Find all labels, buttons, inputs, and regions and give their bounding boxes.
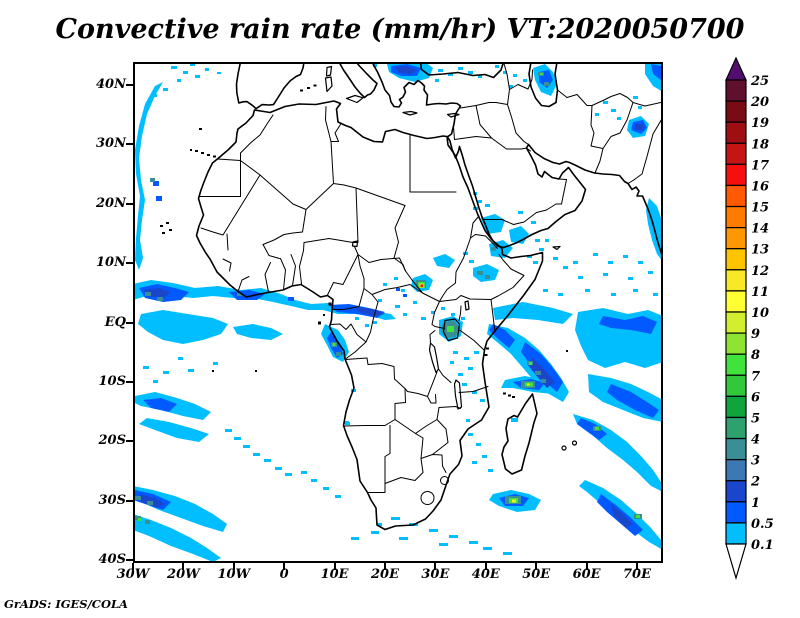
corsica-island: [325, 65, 333, 77]
sicily-island: [345, 94, 364, 104]
colorbar-label-12: 12: [751, 264, 769, 279]
colorbar-svg: 25 20 19 18 17 16 15 14 13 12 11 10 9 8 7 6 5 4 3 2 1 0.5 0.1: [725, 56, 774, 581]
balkans-asia-coastline: [371, 62, 663, 260]
cyprus-island: [446, 112, 460, 118]
lat-label-40N: 40N: [96, 77, 126, 92]
colorbar-label-11: 11: [751, 285, 769, 300]
eswatini-border: [440, 476, 449, 485]
colorbar-label-5: 5: [751, 411, 760, 426]
lon-tick: [232, 563, 235, 570]
lon-tick: [434, 563, 437, 570]
grads-credit: GrADS: IGES/COLA: [4, 597, 128, 611]
italy-coastline: [338, 62, 378, 99]
lat-tick: [126, 559, 133, 562]
colorbar-label-13: 13: [751, 243, 769, 258]
lake-tanganyika: [428, 342, 440, 374]
lon-label-20W: 20W: [167, 567, 200, 582]
lake-victoria: [442, 318, 461, 342]
lat-label-10N: 10N: [96, 255, 126, 271]
lon-tick: [535, 563, 538, 570]
colorbar-label-9: 9: [751, 327, 760, 342]
lon-label-0: 0: [279, 567, 289, 582]
colorbar-label-0.5: 0.5: [751, 517, 774, 532]
lat-label-30S: 30S: [98, 492, 126, 508]
lon-label-50E: 50E: [522, 567, 551, 582]
lake-turkana: [464, 300, 470, 311]
mauritius-island: [571, 440, 578, 446]
colorbar-label-20: 20: [750, 95, 769, 110]
colorbar-label-1: 1: [751, 496, 760, 511]
lat-tick: [126, 440, 133, 443]
colorbar-label-8: 8: [751, 348, 760, 363]
islands: [324, 65, 578, 451]
caspian-sea-coastline: [528, 62, 559, 108]
colorbar-label-25: 25: [750, 74, 769, 89]
colorbar-label-2: 2: [750, 475, 760, 490]
sardinia-island: [324, 76, 333, 93]
iberia-coastline: [235, 62, 305, 110]
madagascar-coastline: [501, 393, 538, 475]
precip-layer-red: [420, 284, 423, 287]
colorbar-label-4: 4: [751, 433, 760, 448]
colorbar-label-6: 6: [751, 390, 760, 405]
colorbar-label-19: 19: [751, 116, 769, 131]
lat-tick: [126, 499, 133, 502]
lon-label-40E: 40E: [471, 567, 500, 582]
lat-tick: [126, 262, 133, 265]
africa-coastline: [195, 100, 544, 531]
plot-title: Convective rain rate (mm/hr) VT:20200507…: [55, 14, 745, 45]
africa-precipitation-map: [133, 62, 663, 562]
reunion-island: [561, 445, 567, 451]
colorbar-label-16: 16: [751, 179, 769, 194]
lon-tick: [132, 563, 134, 570]
country-borders: [198, 62, 663, 505]
lon-tick: [333, 563, 336, 570]
colorbar-label-18: 18: [751, 137, 769, 152]
lon-label-70E: 70E: [623, 567, 651, 582]
socotra-island: [552, 245, 561, 251]
lon-label-10W: 10W: [217, 567, 251, 582]
lat-label-20S: 20S: [98, 433, 126, 449]
lon-label-60E: 60E: [572, 567, 601, 582]
lat-tick: [126, 143, 133, 146]
lat-tick: [126, 202, 133, 205]
lon-tick: [636, 563, 638, 570]
lake-chad: [351, 240, 359, 248]
black-sea-coastline: [419, 62, 505, 79]
lon-label-30W: 30W: [116, 567, 150, 582]
lon-label-20E: 20E: [371, 567, 399, 582]
colorbar-label-15: 15: [751, 201, 769, 216]
lon-tick: [283, 563, 286, 570]
lon-tick: [384, 563, 386, 570]
lat-label-40S: 40S: [98, 552, 126, 568]
lon-label-30E: 30E: [421, 567, 450, 582]
lesotho-border: [420, 491, 435, 505]
colorbar-label-7: 7: [751, 369, 760, 384]
coastlines: [195, 62, 663, 531]
lat-label-30N: 30N: [96, 136, 126, 152]
lat-label-EQ: EQ: [104, 314, 126, 330]
lon-tick: [585, 563, 588, 570]
lon-tick: [484, 563, 487, 570]
colorbar-label-0.1: 0.1: [751, 538, 774, 553]
lon-tick: [182, 563, 185, 570]
lat-tick: [126, 84, 133, 86]
lat-tick: [126, 321, 133, 324]
colorbar-label-3: 3: [751, 454, 760, 469]
lat-label-20N: 20N: [96, 195, 126, 211]
lon-label-10E: 10E: [320, 567, 349, 582]
colorbar-label-10: 10: [751, 306, 769, 321]
lat-label-10S: 10S: [98, 374, 126, 389]
colorbar-label-17: 17: [751, 158, 769, 173]
crete-island: [402, 110, 418, 116]
lat-tick: [126, 381, 133, 383]
colorbar-bottom-arrow: [725, 543, 747, 581]
colorbar-label-14: 14: [751, 222, 769, 237]
